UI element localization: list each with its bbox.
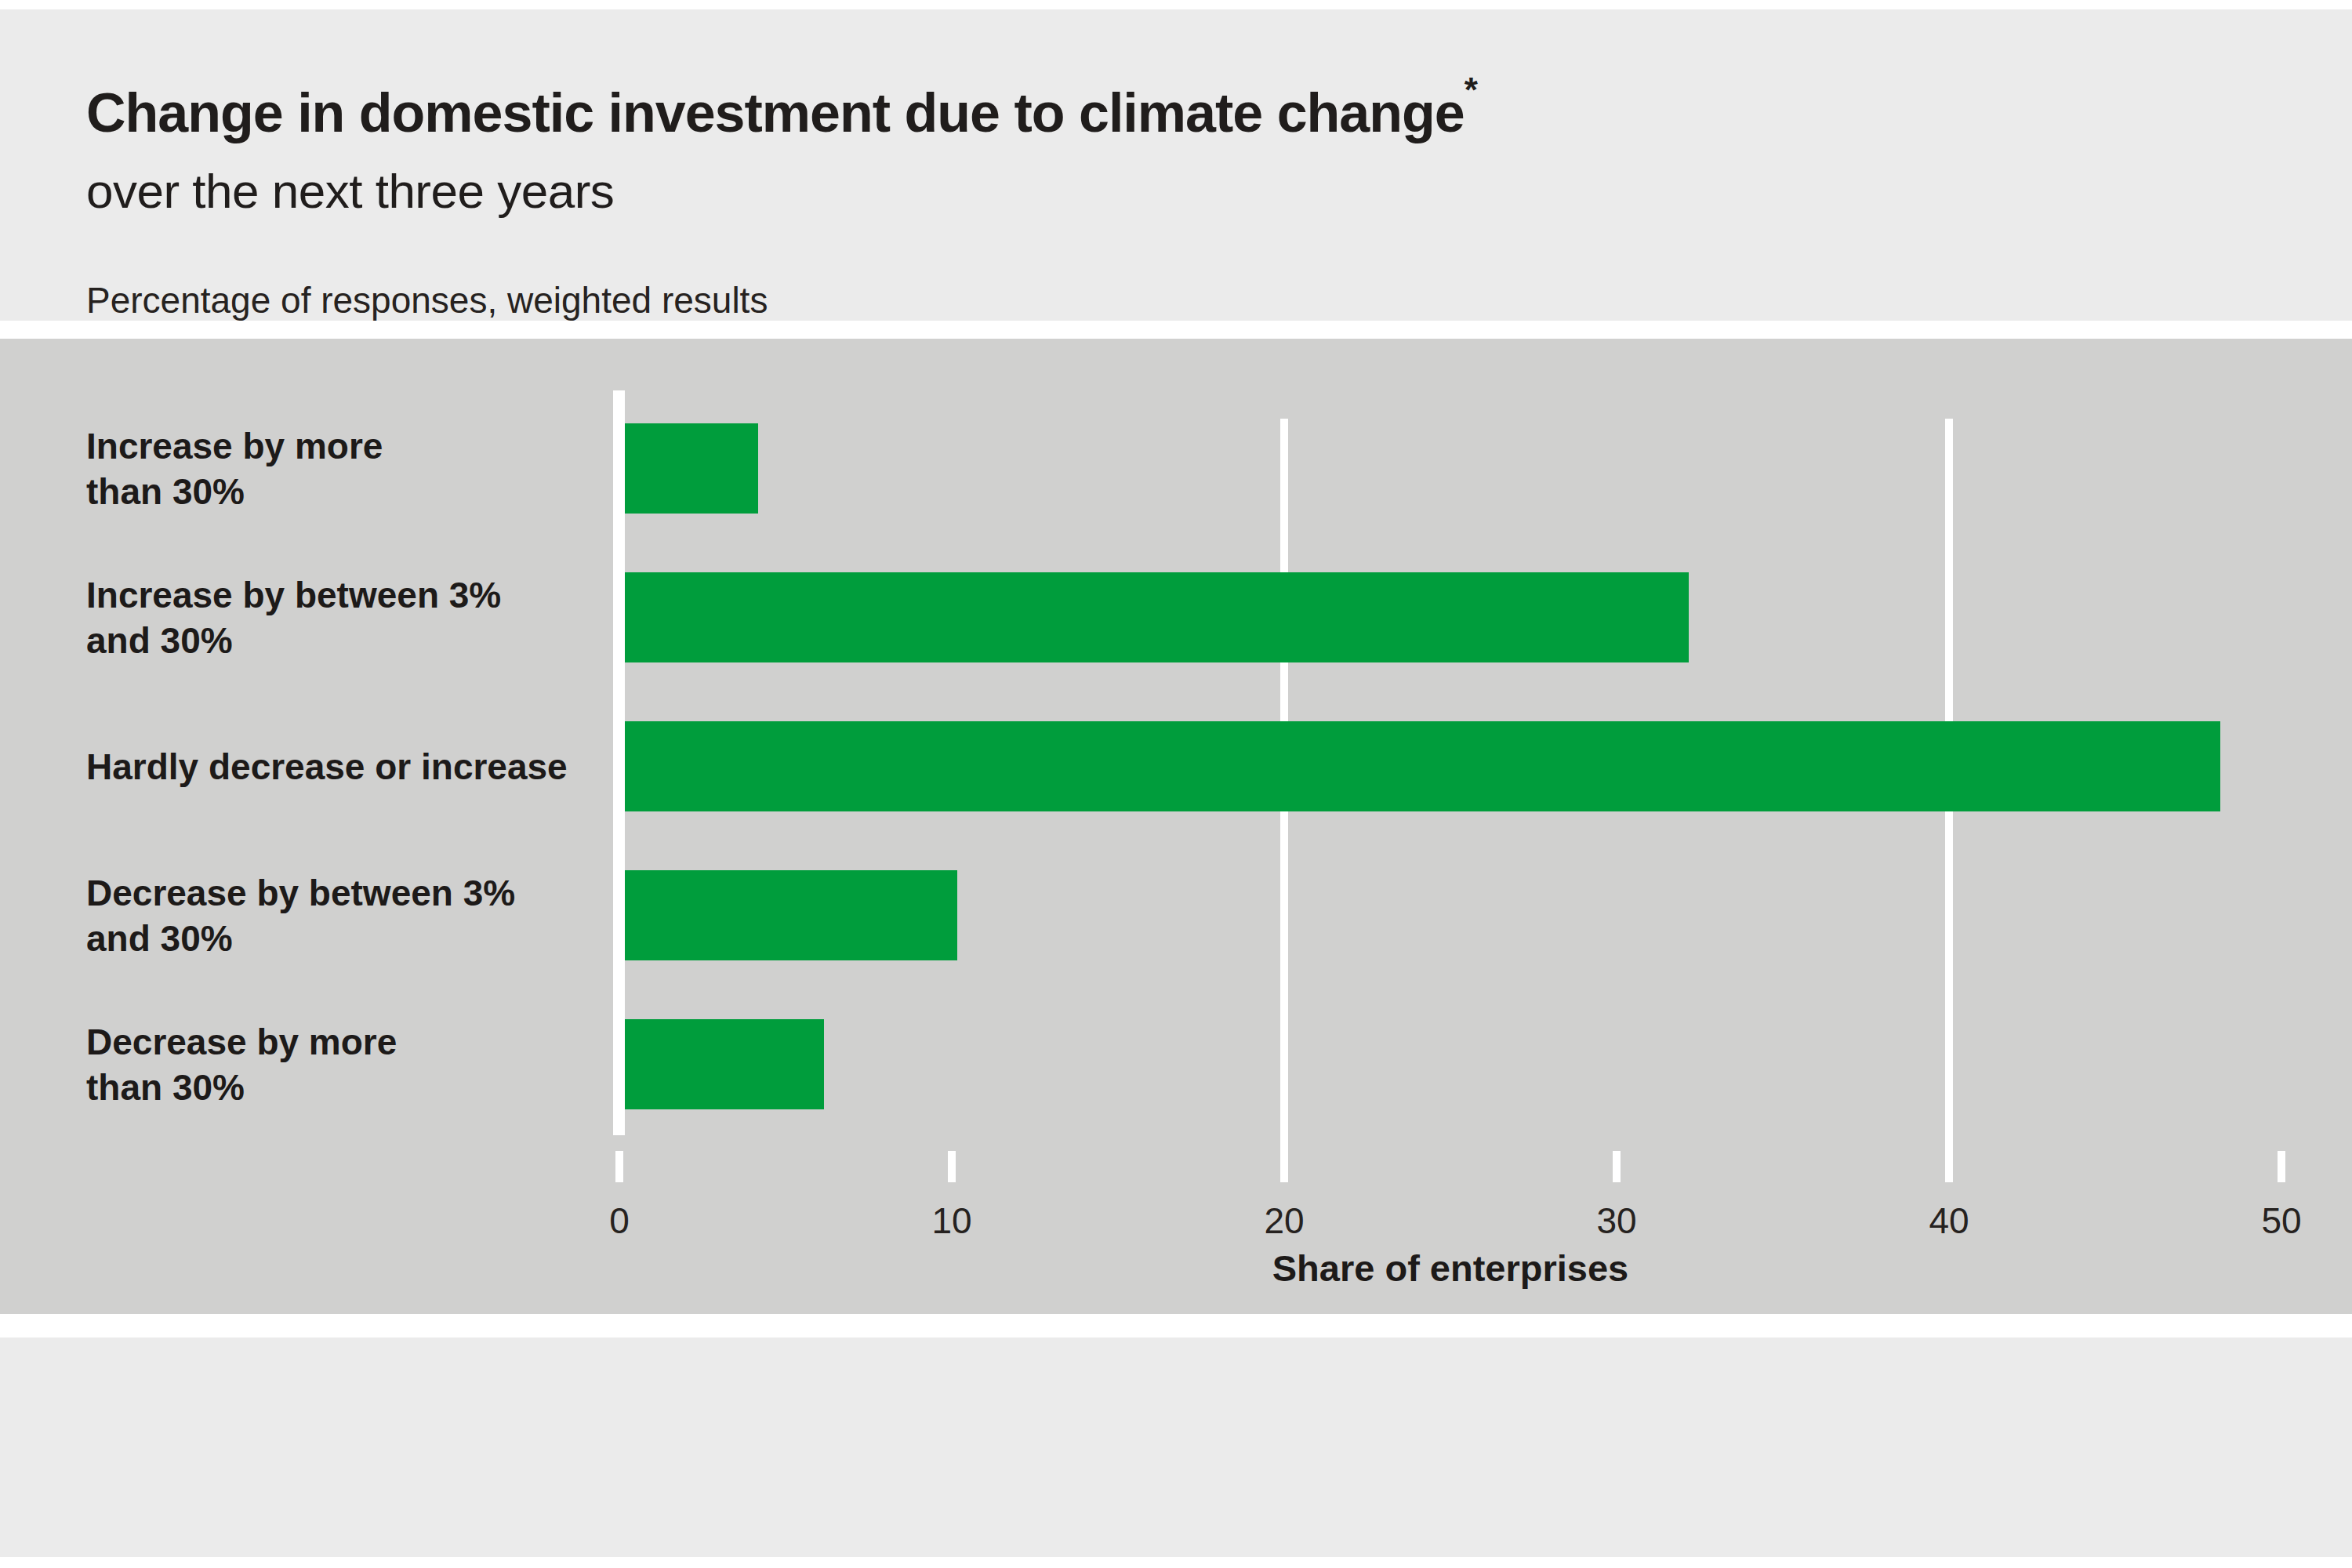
x-axis-title: Share of enterprises [1272, 1247, 1629, 1290]
category-label-line1: Increase by more [86, 423, 596, 469]
chart-title: Change in domestic investment due to cli… [86, 82, 1477, 144]
axis-tick-label-30: 30 [1596, 1200, 1636, 1242]
axis-tick-label-20: 20 [1264, 1200, 1304, 1242]
category-label-1: Increase by between 3%and 30% [86, 543, 596, 692]
bar-3 [625, 870, 957, 960]
title-asterisk: * [1465, 71, 1477, 109]
chart-note: Percentage of responses, weighted result… [86, 279, 768, 321]
plot-area: Share of enterprises 0 10 20 30 40 50 Increase… [0, 339, 2352, 1314]
axis-tick-label-50: 50 [2261, 1200, 2301, 1242]
category-label-0: Increase by morethan 30% [86, 394, 596, 543]
axis-tick-0 [615, 1151, 623, 1182]
chart-title-text: Change in domestic investment due to cli… [86, 82, 1465, 143]
category-label-line1: Decrease by between 3% [86, 870, 596, 916]
axis-tick-20 [1280, 1151, 1288, 1182]
bar-4 [625, 1019, 824, 1109]
category-label-3: Decrease by between 3%and 30% [86, 841, 596, 990]
axis-tick-label-0: 0 [609, 1200, 630, 1242]
bar-1 [625, 572, 1689, 662]
category-label-line1: Increase by between 3% [86, 572, 596, 618]
category-label-line1: Decrease by more [86, 1019, 596, 1065]
axis-tick-50 [2278, 1151, 2285, 1182]
category-label-line2: than 30% [86, 469, 596, 514]
axis-tick-label-10: 10 [931, 1200, 971, 1242]
axis-tick-label-40: 40 [1929, 1200, 1969, 1242]
category-label-line2: and 30% [86, 618, 596, 663]
bar-2 [625, 721, 2220, 811]
bar-0 [625, 423, 758, 514]
zero-axis-line [613, 390, 625, 1135]
category-label-line1: Hardly decrease or increase [86, 744, 596, 789]
category-label-line2: and 30% [86, 916, 596, 961]
axis-tick-10 [948, 1151, 956, 1182]
header-section: Change in domestic investment due to cli… [0, 9, 2352, 321]
category-label-line2: than 30% [86, 1065, 596, 1110]
chart-subtitle: over the next three years [86, 163, 614, 219]
category-label-2: Hardly decrease or increase [86, 692, 596, 841]
axis-tick-40 [1945, 1151, 1953, 1182]
axis-tick-30 [1613, 1151, 1621, 1182]
chart-page: Change in domestic investment due to cli… [0, 0, 2352, 1568]
category-label-4: Decrease by morethan 30% [86, 990, 596, 1139]
footer-section: Source: Bundesbank Online Panel – Firms … [0, 1338, 2352, 1557]
